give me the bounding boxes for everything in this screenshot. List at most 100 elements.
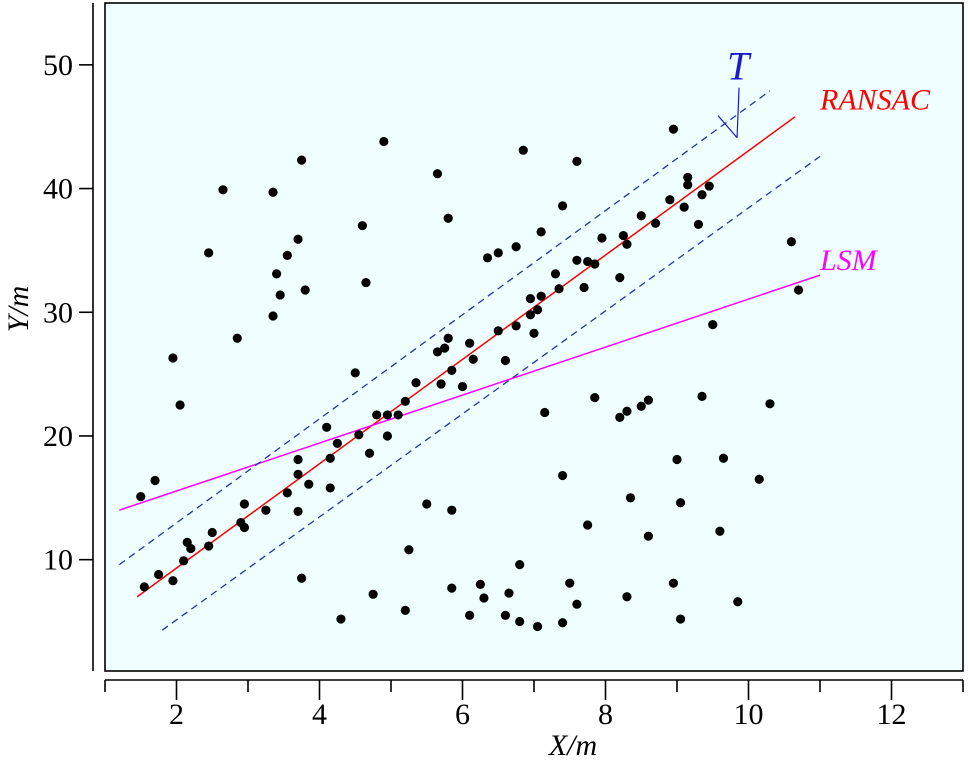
data-point xyxy=(572,255,582,265)
points-layer xyxy=(136,124,804,632)
data-point xyxy=(411,378,421,388)
x-tick-label: 2 xyxy=(169,698,184,731)
threshold-line-3 xyxy=(161,155,821,631)
data-point xyxy=(643,395,654,405)
data-point xyxy=(361,277,371,288)
data-point xyxy=(675,498,686,508)
data-point xyxy=(668,124,679,134)
x-tick-label: 10 xyxy=(734,698,764,731)
data-point xyxy=(447,505,457,515)
data-point xyxy=(325,453,335,463)
data-point xyxy=(504,588,514,598)
data-point xyxy=(204,541,214,551)
y-axis-title: Y/m xyxy=(2,286,35,333)
data-point xyxy=(443,213,453,223)
data-point xyxy=(393,410,403,420)
data-point xyxy=(239,522,250,533)
data-point xyxy=(207,527,217,538)
data-point xyxy=(532,621,543,632)
data-point xyxy=(529,328,539,338)
data-point xyxy=(625,493,636,503)
data-point xyxy=(350,368,360,378)
data-point xyxy=(683,172,693,183)
data-point xyxy=(400,605,410,615)
data-point xyxy=(332,438,342,448)
data-point xyxy=(697,190,707,200)
data-point xyxy=(482,253,493,263)
data-point xyxy=(715,526,725,536)
data-point xyxy=(150,475,160,486)
data-point xyxy=(175,400,185,410)
data-point xyxy=(754,474,764,484)
data-point xyxy=(168,353,178,363)
data-point xyxy=(540,407,550,418)
data-point xyxy=(672,454,682,465)
data-point xyxy=(515,616,525,627)
data-point xyxy=(697,391,707,401)
annotation-ransac: RANSAC xyxy=(819,83,931,116)
data-point xyxy=(636,211,646,221)
data-point xyxy=(693,219,704,230)
data-point xyxy=(354,430,364,440)
data-point xyxy=(583,520,593,530)
data-point xyxy=(515,560,525,570)
data-point xyxy=(650,218,661,228)
data-point xyxy=(572,156,582,166)
data-point xyxy=(622,592,632,602)
data-point xyxy=(404,545,414,555)
data-point xyxy=(422,499,432,509)
data-point xyxy=(675,614,686,624)
data-point xyxy=(636,401,646,411)
data-point xyxy=(179,556,189,566)
data-point xyxy=(304,479,314,489)
data-point xyxy=(465,338,475,348)
data-point xyxy=(261,505,271,515)
data-point xyxy=(590,393,600,403)
data-point xyxy=(468,354,478,364)
data-point xyxy=(765,399,775,409)
data-point xyxy=(532,305,543,315)
data-point xyxy=(293,454,303,465)
data-point xyxy=(136,491,146,502)
data-point xyxy=(493,248,503,258)
annotation-t: T xyxy=(727,44,752,89)
data-point xyxy=(668,578,679,588)
data-point xyxy=(275,290,285,300)
data-point xyxy=(368,589,378,599)
data-point xyxy=(322,422,332,432)
data-point xyxy=(554,284,564,294)
data-point xyxy=(665,195,675,205)
data-point xyxy=(708,320,718,330)
annotation-t-leader xyxy=(736,87,740,138)
y-axis: 10 20 30 40 50 xyxy=(43,3,94,671)
data-point xyxy=(590,259,600,269)
data-point xyxy=(364,448,375,458)
y-tick-label: 50 xyxy=(43,49,73,82)
y-tick-label: 30 xyxy=(43,296,73,329)
data-point xyxy=(511,321,521,331)
data-point xyxy=(268,311,278,321)
data-point xyxy=(432,347,443,357)
x-axis-title: X/m xyxy=(548,729,597,761)
data-point xyxy=(615,273,625,283)
data-point xyxy=(622,406,632,416)
annotations-layer: RANSAC LSM T xyxy=(717,44,931,277)
data-point xyxy=(440,343,450,353)
data-point xyxy=(536,291,546,301)
annotation-t-measure xyxy=(717,115,738,139)
data-point xyxy=(518,145,528,155)
line-lsm xyxy=(119,274,821,511)
data-point xyxy=(679,202,689,212)
data-point xyxy=(297,573,307,583)
data-point xyxy=(293,506,303,517)
data-point xyxy=(239,499,250,509)
y-tick-label: 40 xyxy=(43,173,73,206)
data-point xyxy=(139,582,149,592)
y-tick-label: 10 xyxy=(43,544,73,577)
data-point xyxy=(733,597,743,607)
data-point xyxy=(436,379,446,389)
data-point xyxy=(447,583,457,593)
data-point xyxy=(300,285,310,295)
data-point xyxy=(325,483,335,493)
